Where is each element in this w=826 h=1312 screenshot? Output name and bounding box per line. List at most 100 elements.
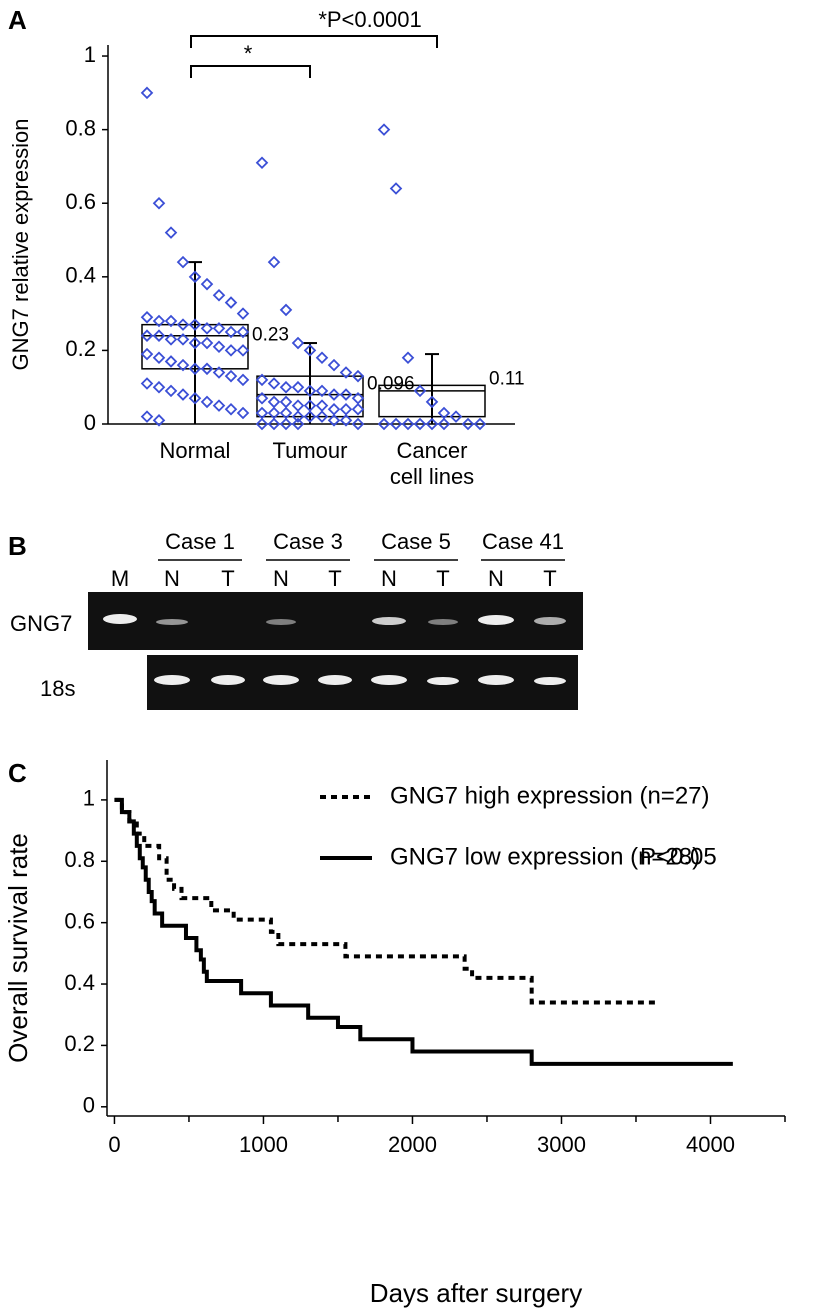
x-tick-label: 4000 <box>686 1132 735 1157</box>
data-point <box>461 417 475 431</box>
data-point <box>152 351 166 365</box>
data-point <box>164 355 178 368</box>
y-tick-label: 0.4 <box>65 263 96 288</box>
data-point <box>188 391 202 405</box>
band <box>478 615 514 625</box>
data-point <box>188 336 202 350</box>
y-tick-label: 0.6 <box>65 189 96 214</box>
data-point <box>291 336 305 350</box>
box <box>378 384 486 418</box>
data-point <box>401 351 415 365</box>
case-label: Case 1 <box>165 529 235 554</box>
data-point <box>377 417 391 431</box>
data-point <box>164 226 178 239</box>
data-point <box>339 366 353 379</box>
data-point <box>200 322 214 335</box>
x-axis-label: Days after surgery <box>370 1278 582 1308</box>
mean-label: 0.23 <box>252 324 289 345</box>
data-point <box>315 351 329 365</box>
annotation: * <box>244 41 253 66</box>
x-tick-label: Tumour <box>272 438 348 463</box>
annotation: P<0.05 <box>640 843 717 870</box>
lane-label: N <box>164 566 180 591</box>
y-tick-label: 0 <box>83 1093 95 1118</box>
data-point <box>200 362 214 376</box>
y-axis-label: Overall survival rate <box>3 833 33 1063</box>
data-point <box>200 395 214 409</box>
data-point <box>140 311 154 324</box>
panel-label: A <box>8 5 27 35</box>
band <box>371 675 407 685</box>
panel-label: B <box>8 531 27 561</box>
data-point <box>339 403 353 416</box>
band <box>534 617 566 625</box>
band <box>478 675 514 685</box>
data-point <box>425 395 439 409</box>
band <box>427 677 459 685</box>
data-point <box>255 373 269 387</box>
lane-label: T <box>221 566 234 591</box>
data-point <box>140 329 154 342</box>
data-point <box>267 377 281 390</box>
data-point <box>224 344 238 357</box>
data-point <box>176 388 190 401</box>
data-point <box>377 123 391 136</box>
data-point <box>449 410 463 423</box>
data-point <box>437 417 451 431</box>
data-point <box>401 417 415 431</box>
gel-row-label: GNG7 <box>10 611 72 636</box>
data-point <box>291 417 305 431</box>
data-point <box>200 277 214 291</box>
data-point <box>339 414 353 427</box>
data-point <box>152 329 166 342</box>
y-tick-label: 0.8 <box>64 847 95 872</box>
data-point <box>291 380 305 394</box>
data-point <box>267 417 281 431</box>
data-point <box>212 340 226 354</box>
legend-label: GNG7 low expression (n=28) <box>390 843 700 870</box>
y-tick-label: 1 <box>84 42 96 67</box>
data-point <box>176 358 190 372</box>
data-point <box>140 377 154 390</box>
data-point <box>152 414 166 427</box>
y-tick-label: 1 <box>83 786 95 811</box>
data-point <box>279 395 293 409</box>
data-point <box>176 255 190 269</box>
data-point <box>315 399 329 412</box>
lane-label: T <box>436 566 449 591</box>
data-point <box>425 417 439 431</box>
data-point <box>164 333 178 346</box>
band <box>428 619 458 625</box>
bracket <box>190 65 311 78</box>
bracket <box>190 35 438 48</box>
data-point <box>164 314 178 328</box>
x-tick-label: Cancer cell lines <box>389 438 475 489</box>
legend-label: GNG7 high expression (n=27) <box>390 782 710 809</box>
data-point <box>413 417 427 431</box>
case-label: Case 5 <box>381 529 451 554</box>
data-point <box>224 369 238 383</box>
band <box>211 675 245 685</box>
y-axis-label: GNG7 relative expression <box>8 119 33 371</box>
data-point <box>327 358 341 372</box>
data-point <box>351 403 365 416</box>
band <box>156 619 188 625</box>
bands <box>103 614 566 685</box>
annotation: *P<0.0001 <box>318 7 421 32</box>
data-point <box>164 384 178 398</box>
lane-label: M <box>111 566 129 591</box>
data-point <box>315 410 329 423</box>
case-label: Case 41 <box>482 529 564 554</box>
gel-row <box>147 655 578 710</box>
data-point <box>327 403 341 416</box>
y-tick-label: 0.4 <box>64 970 95 995</box>
data-point <box>188 270 202 284</box>
box <box>141 323 249 370</box>
data-point <box>140 410 154 423</box>
x-tick-label: 2000 <box>388 1132 437 1157</box>
data-point <box>389 417 403 431</box>
data-point <box>212 322 226 335</box>
data-point <box>140 86 154 100</box>
data-point <box>176 318 190 331</box>
data-point <box>473 417 487 431</box>
